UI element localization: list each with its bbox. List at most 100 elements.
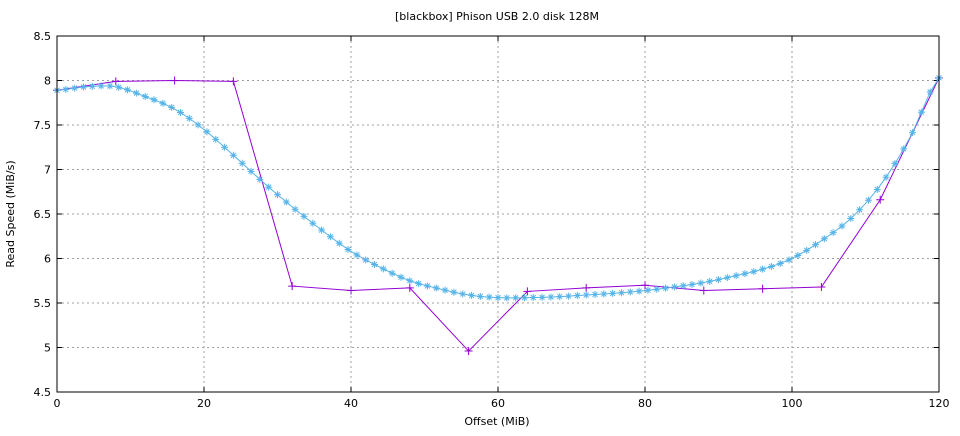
data-point — [170, 76, 179, 85]
data-point — [347, 286, 355, 295]
data-point — [856, 206, 864, 214]
y-tick-label: 4.5 — [34, 386, 52, 399]
data-point — [353, 251, 361, 259]
y-tick-label: 5 — [44, 342, 51, 355]
data-point — [265, 183, 273, 191]
data-point — [459, 290, 467, 298]
x-tick-label: 120 — [929, 397, 950, 410]
data-point — [644, 286, 652, 294]
data-point — [767, 262, 775, 270]
data-point — [450, 288, 458, 296]
data-point — [415, 280, 423, 288]
data-point — [817, 282, 826, 291]
data-point — [115, 83, 123, 91]
data-point — [406, 277, 414, 285]
data-point — [397, 273, 405, 281]
data-point — [185, 114, 193, 122]
data-point — [159, 99, 167, 107]
data-point — [662, 284, 670, 292]
x-tick-label: 60 — [491, 397, 505, 410]
data-point — [573, 292, 581, 300]
data-point — [111, 77, 120, 86]
y-tick-label: 8.5 — [34, 30, 52, 43]
data-point — [741, 270, 749, 278]
data-point — [820, 235, 828, 243]
data-point — [715, 276, 722, 284]
data-point — [876, 195, 885, 204]
data-point — [291, 205, 299, 213]
data-point — [212, 135, 220, 143]
y-tick-label: 7.5 — [34, 119, 52, 132]
data-point — [203, 128, 211, 136]
plot-border — [56, 35, 940, 393]
data-point — [873, 185, 881, 193]
data-point — [344, 245, 352, 253]
data-point — [803, 246, 811, 254]
data-point — [405, 283, 414, 292]
y-axis-label: Read Speed (MiB/s) — [4, 160, 17, 267]
data-point — [926, 88, 934, 96]
data-point — [794, 251, 802, 259]
data-point — [917, 108, 925, 116]
data-point — [609, 289, 617, 297]
data-point — [176, 108, 184, 116]
data-point — [812, 241, 820, 249]
data-point — [785, 256, 793, 264]
data-point — [288, 282, 297, 291]
data-point — [494, 294, 502, 302]
data-point — [529, 294, 537, 302]
data-point — [591, 290, 599, 298]
data-point — [326, 233, 334, 241]
data-point — [468, 291, 476, 299]
data-point — [520, 294, 528, 302]
data-point — [371, 260, 379, 268]
data-point — [653, 285, 661, 293]
data-point — [476, 292, 484, 300]
data-point — [750, 268, 758, 276]
data-point — [688, 280, 696, 288]
data-point — [194, 121, 202, 129]
data-point — [318, 226, 326, 234]
data-point — [909, 129, 917, 137]
data-point — [838, 222, 846, 230]
data-point — [379, 265, 387, 273]
data-point — [641, 281, 649, 290]
data-point — [829, 229, 837, 237]
data-point — [776, 259, 784, 267]
data-point — [538, 293, 546, 301]
data-point — [891, 160, 899, 168]
data-point — [300, 212, 308, 220]
data-point — [432, 284, 440, 292]
data-point — [864, 196, 872, 204]
data-point — [71, 84, 79, 92]
plot-area — [53, 73, 943, 356]
data-point — [617, 289, 625, 297]
data-point — [256, 175, 264, 183]
x-axis-label: Offset (MiB) — [464, 415, 529, 428]
data-point — [758, 284, 767, 293]
data-point — [106, 82, 114, 90]
data-point — [309, 219, 317, 227]
data-point — [485, 293, 493, 301]
data-point — [670, 283, 678, 291]
ticks: 0 20 40 60 80 100 120 4.5 5 5.5 6 6.5 7 7.5 8 8.5 — [34, 30, 950, 410]
data-point — [88, 82, 96, 90]
data-point — [679, 282, 687, 290]
data-point — [62, 85, 70, 93]
grid — [57, 36, 939, 392]
data-point — [423, 282, 431, 290]
data-point — [759, 265, 767, 273]
y-tick-label: 6.5 — [34, 208, 52, 221]
data-point — [556, 293, 564, 301]
data-point — [626, 288, 634, 296]
data-point — [882, 173, 890, 181]
data-point — [706, 277, 714, 285]
data-point — [847, 214, 855, 222]
data-point — [97, 82, 105, 90]
data-point — [238, 159, 246, 167]
data-point — [697, 279, 705, 287]
data-point — [512, 294, 520, 302]
data-point — [523, 287, 532, 296]
